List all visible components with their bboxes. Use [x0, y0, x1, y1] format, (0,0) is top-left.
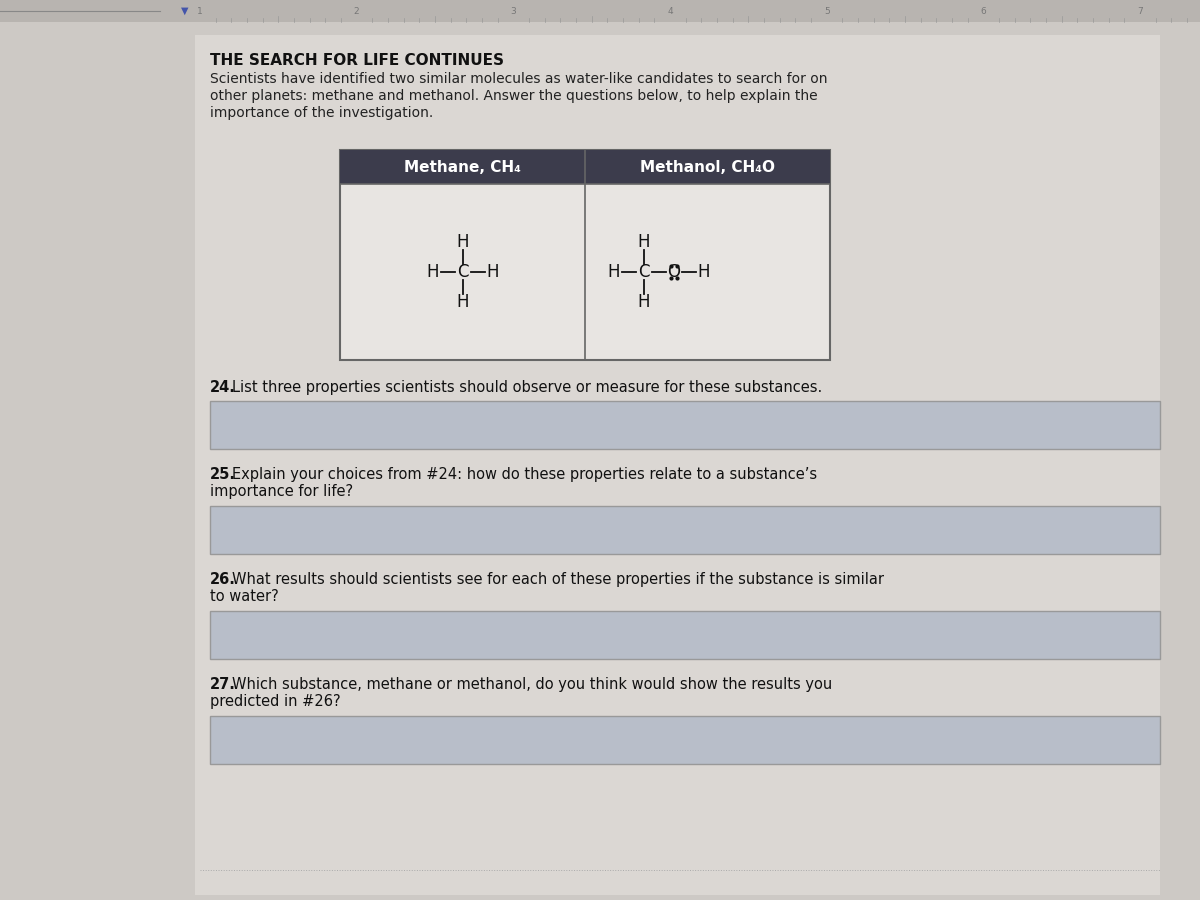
Text: C: C	[638, 263, 649, 281]
Text: O: O	[667, 263, 680, 281]
Text: 3: 3	[510, 6, 516, 15]
Text: H: H	[426, 263, 439, 281]
Text: Scientists have identified two similar molecules as water-like candidates to sea: Scientists have identified two similar m…	[210, 72, 828, 86]
Text: H: H	[697, 263, 710, 281]
FancyBboxPatch shape	[210, 611, 1160, 659]
Text: 6: 6	[980, 6, 986, 15]
FancyBboxPatch shape	[0, 0, 1200, 22]
Text: 7: 7	[1138, 6, 1142, 15]
Text: H: H	[607, 263, 620, 281]
Text: Methane, CH₄: Methane, CH₄	[404, 159, 521, 175]
Text: What results should scientists see for each of these properties if the substance: What results should scientists see for e…	[232, 572, 883, 587]
Text: Explain your choices from #24: how do these properties relate to a substance’s: Explain your choices from #24: how do th…	[232, 467, 817, 482]
Text: to water?: to water?	[210, 589, 278, 604]
Text: 24.: 24.	[210, 380, 236, 395]
Text: Which substance, methane or methanol, do you think would show the results you: Which substance, methane or methanol, do…	[232, 677, 832, 692]
FancyBboxPatch shape	[340, 150, 830, 184]
Text: 27.: 27.	[210, 677, 236, 692]
Text: C: C	[457, 263, 468, 281]
FancyBboxPatch shape	[340, 150, 830, 360]
Text: THE SEARCH FOR LIFE CONTINUES: THE SEARCH FOR LIFE CONTINUES	[210, 53, 504, 68]
Text: other planets: methane and methanol. Answer the questions below, to help explain: other planets: methane and methanol. Ans…	[210, 89, 817, 103]
FancyBboxPatch shape	[194, 35, 1160, 895]
Text: H: H	[486, 263, 499, 281]
FancyBboxPatch shape	[210, 401, 1160, 449]
Text: 25.: 25.	[210, 467, 236, 482]
Text: 5: 5	[823, 6, 829, 15]
Text: H: H	[637, 293, 650, 311]
Text: List three properties scientists should observe or measure for these substances.: List three properties scientists should …	[232, 380, 822, 395]
Text: 26.: 26.	[210, 572, 236, 587]
Text: importance of the investigation.: importance of the investigation.	[210, 106, 433, 120]
Text: ▼: ▼	[181, 6, 188, 16]
Text: Methanol, CH₄O: Methanol, CH₄O	[640, 159, 775, 175]
Text: predicted in #26?: predicted in #26?	[210, 694, 341, 709]
FancyBboxPatch shape	[210, 506, 1160, 554]
Text: importance for life?: importance for life?	[210, 484, 353, 499]
Text: H: H	[456, 293, 469, 311]
Text: H: H	[637, 233, 650, 251]
Text: 2: 2	[354, 6, 360, 15]
Text: 1: 1	[197, 6, 203, 15]
FancyBboxPatch shape	[210, 716, 1160, 764]
Text: 4: 4	[667, 6, 673, 15]
Text: H: H	[456, 233, 469, 251]
